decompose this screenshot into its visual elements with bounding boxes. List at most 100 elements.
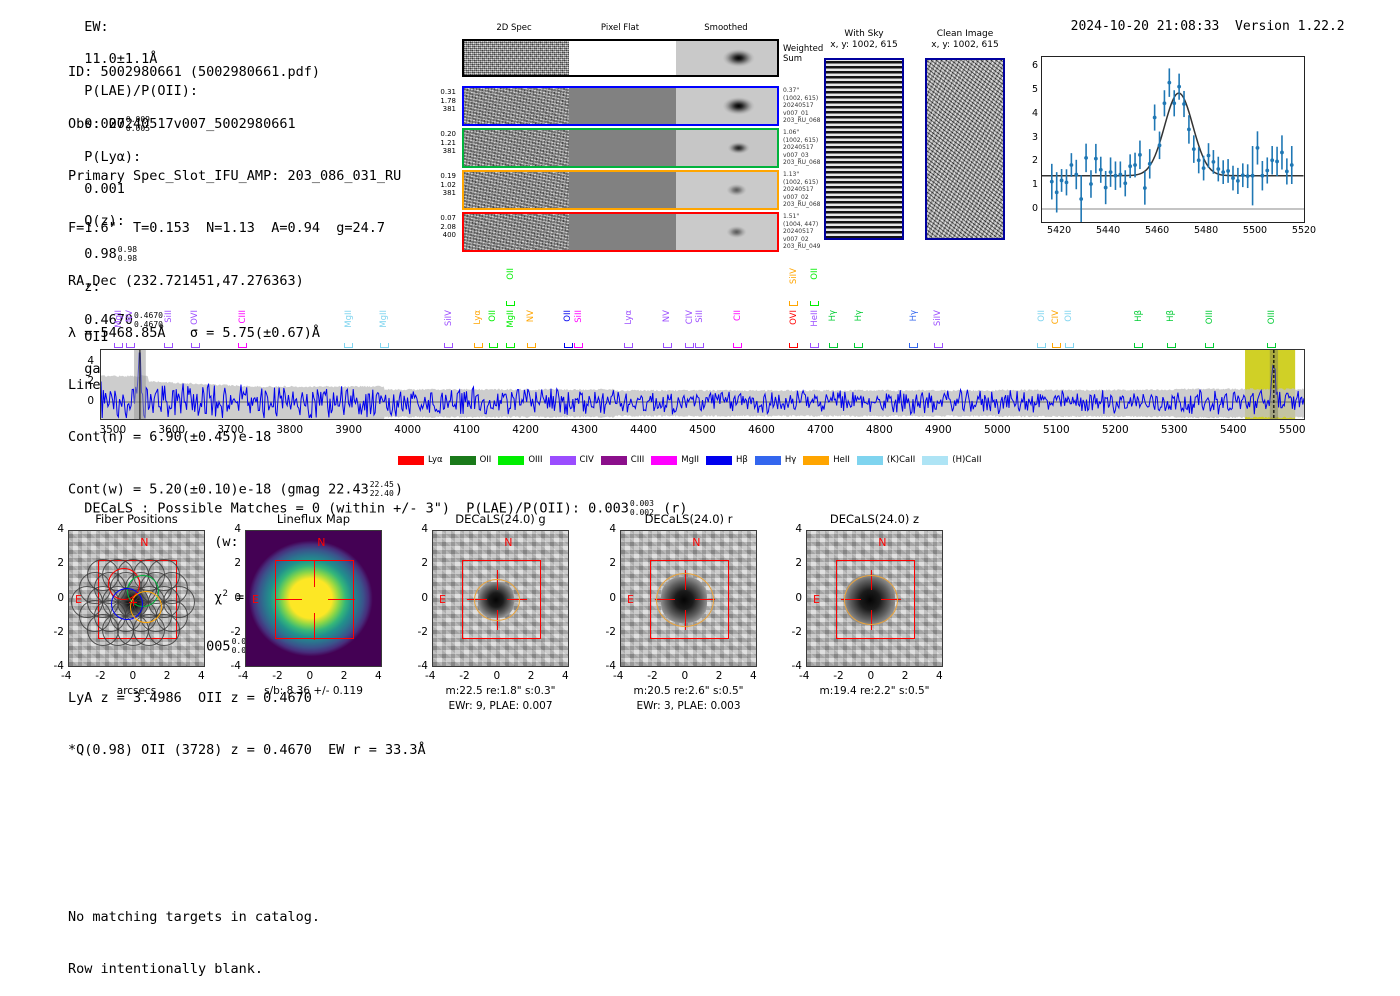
info-contw-post: ) — [394, 482, 403, 499]
spec2d-row-2dspec — [464, 130, 569, 166]
emission-bracket — [506, 301, 516, 306]
spectrum-xtick: 3900 — [335, 424, 363, 436]
panel-xtick: -2 — [833, 670, 844, 682]
north-label-1: N — [317, 536, 326, 549]
emission-bracket — [810, 301, 820, 306]
spec2d-row-2dspec — [464, 172, 569, 208]
header-plae-sup: 0.009 — [125, 115, 150, 124]
panel-ytick: -4 — [230, 660, 241, 672]
legend-swatch — [651, 455, 678, 465]
header-plya-label: P(Lyα): — [84, 149, 142, 165]
footer-line-2: Row intentionally blank. — [68, 961, 264, 978]
info-plae-sub: 0.003 — [231, 645, 256, 655]
weighted-sum-label: Weighted Sum — [783, 44, 824, 64]
legend-swatch — [498, 455, 525, 465]
panel-ytick: 0 — [57, 591, 64, 604]
source-ellipse — [474, 578, 521, 621]
panel-xtick: 4 — [750, 670, 757, 682]
legend-label: CIV — [579, 455, 594, 465]
spectrum-ytick: 4 — [87, 355, 94, 367]
spec2d-row-values: 0.20 1.21 381 — [440, 130, 456, 156]
cutout-panels-group: Fiber Positions N E -4 -2 0 2 4 4 2 0 -2 -4 arcsecs Li… — [54, 512, 943, 712]
info-radec-line: RA,Dec (232.721451,47.276363) — [68, 272, 304, 289]
spectrum-ytick: 0 — [87, 395, 94, 407]
spectrum-xtick: 4200 — [512, 424, 539, 436]
emission-bracket — [1205, 343, 1215, 348]
emission-bracket — [1166, 343, 1176, 348]
north-label-2: N — [504, 536, 513, 549]
info-primary-line: Primary Spec_Slot_IFU_AMP: 203_086_031_R… — [68, 168, 402, 185]
emission-bracket — [685, 343, 695, 348]
legend-item-MgII: MgII — [651, 455, 699, 465]
spectrum-xtick: 4600 — [748, 424, 775, 436]
info-contw-line: Cont(w) = 5.20(±0.10)e-18 (gmag 22.43 22.… — [68, 481, 426, 498]
lineplot-ytick: 4 — [1031, 107, 1038, 119]
header-plae-value: 0.007 — [84, 116, 125, 132]
aperture-box-2 — [461, 559, 542, 640]
legend-swatch — [856, 455, 883, 465]
chi-squared-exponent: 2 — [222, 588, 228, 599]
emission-bracket — [488, 343, 498, 348]
spec2d-row-meta: 1.06" (1002, 615) 20240517 v007_03 203_R… — [783, 129, 821, 167]
panel-xtick: -2 — [459, 670, 470, 682]
spec2d-row-pixelflat — [569, 88, 676, 124]
legend-item-(K)CaII: (K)CaII — [856, 455, 915, 465]
panel-xtick: 0 — [493, 670, 501, 682]
spec2d-row-meta: 1.51" (1004, 447) 20240517 v007_02 203_R… — [783, 213, 821, 251]
emission-bracket — [789, 343, 799, 348]
info-seeing-line: F=1.6" T=0.153 N=1.13 A=0.94 g=24.7 — [68, 220, 385, 237]
panel-xtick: 2 — [340, 670, 348, 682]
aperture-box-4 — [835, 559, 916, 640]
lineplot-ytick: 0 — [1031, 202, 1038, 214]
emission-bracket — [733, 343, 743, 348]
legend-swatch — [449, 455, 476, 465]
lineplot-ytick: 1 — [1031, 179, 1038, 191]
emission-bracket — [789, 301, 799, 306]
panel-xtick: 2 — [163, 670, 171, 682]
panel-title-2: DECaLS(24.0) g — [455, 512, 546, 526]
lineplot-xtick: 5520 — [1291, 225, 1317, 236]
panel-xtick: 0 — [306, 670, 314, 682]
spec2d-row-values: 0.19 1.02 381 — [440, 172, 456, 198]
spectrum-xtick: 5000 — [983, 424, 1011, 436]
info-contw-pre: Cont(w) = 5.20(±0.10)e-18 (gmag 22.43 — [68, 482, 369, 499]
spec2d-col-title-0: 2D Spec — [496, 23, 532, 33]
lineplot-xtick: 5500 — [1242, 225, 1268, 236]
legend-item-CIII: CIII — [600, 455, 644, 465]
panel-title-0: Fiber Positions — [95, 512, 178, 526]
legend-label: Hβ — [736, 455, 748, 465]
emission-bracket — [909, 343, 919, 348]
panel-ytick: 2 — [57, 557, 64, 570]
lineplot-xtick: 5440 — [1096, 225, 1121, 236]
header-z-label: z: — [84, 279, 101, 295]
source-ellipse — [844, 574, 899, 625]
spec2d-ws-smoothed — [676, 41, 777, 75]
header-qz-sup: 0.98 — [117, 245, 138, 254]
lineplot-ytick: 6 — [1031, 60, 1038, 72]
crosshair-left — [274, 598, 302, 601]
panel-xtick: -2 — [95, 670, 106, 682]
decals-summary-sub: 0.002 — [629, 507, 654, 517]
spectrum-xtick: 4000 — [394, 424, 422, 436]
spec2d-fiber-row — [462, 86, 779, 126]
panel-ytick: -4 — [605, 660, 616, 672]
header-plae-sub: 0.005 — [125, 124, 150, 133]
panel-ytick: -4 — [791, 660, 802, 672]
emission-bracket — [125, 343, 135, 348]
line-profile-plot — [1041, 56, 1305, 223]
spectrum-xtick: 4900 — [925, 424, 952, 436]
line-profile-svg — [1042, 68, 1304, 223]
decals-summary-sup: 0.003 — [629, 499, 654, 508]
fiber-circle — [148, 613, 181, 646]
east-label-3: E — [627, 592, 634, 606]
spec2d-row-pixelflat — [569, 172, 676, 208]
spec2d-row-smoothed — [676, 214, 777, 250]
spec2d-row-2dspec — [464, 88, 569, 124]
header-qz-label: Q(z): — [84, 213, 125, 229]
panel-xtick: 4 — [375, 670, 382, 682]
spec2d-row-meta: 1.13" (1002, 615) 20240517 v007_02 203_R… — [783, 171, 821, 209]
